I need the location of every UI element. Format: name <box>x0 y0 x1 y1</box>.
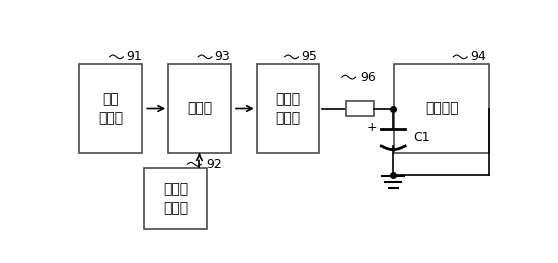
Text: C1: C1 <box>413 131 430 144</box>
Text: 电池管
理系统: 电池管 理系统 <box>163 182 188 215</box>
Bar <box>257 64 320 153</box>
Text: 高压电器: 高压电器 <box>425 102 459 115</box>
Bar <box>394 64 489 153</box>
Bar <box>79 64 142 153</box>
Text: 94: 94 <box>470 50 485 63</box>
Text: 93: 93 <box>215 50 230 63</box>
Text: 92: 92 <box>206 158 222 171</box>
Text: +: + <box>367 121 377 134</box>
Bar <box>145 168 207 229</box>
Bar <box>347 102 374 116</box>
Text: 95: 95 <box>301 50 317 63</box>
Text: 96: 96 <box>360 71 376 84</box>
Text: 预充电
接触器: 预充电 接触器 <box>276 92 301 125</box>
Text: 接线盒: 接线盒 <box>187 102 212 115</box>
Text: 91: 91 <box>126 50 142 63</box>
Text: 高压
电池包: 高压 电池包 <box>98 92 123 125</box>
Bar <box>168 64 231 153</box>
